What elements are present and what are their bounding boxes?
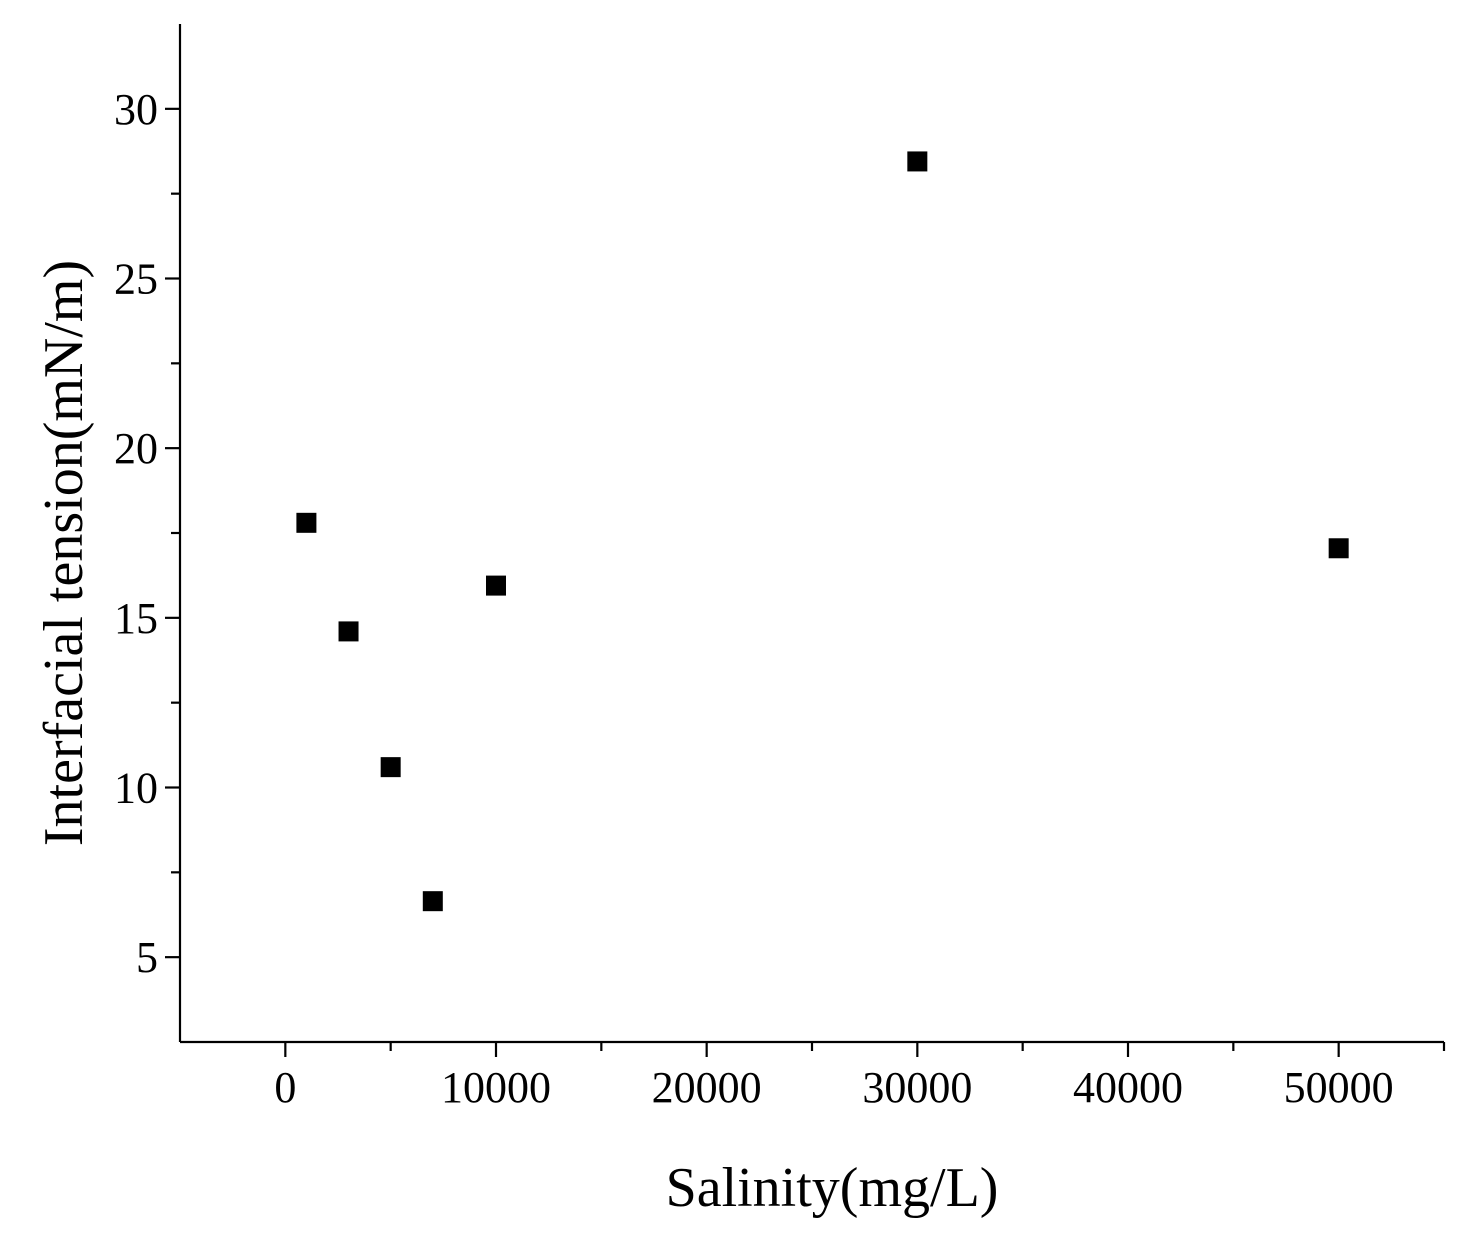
x-tick-label: 40000 [1073,1063,1183,1112]
x-axis-title: Salinity(mg/L) [666,1157,999,1219]
data-point [907,151,928,172]
y-axis-title: Interfacial tension(mN/m) [33,260,95,846]
data-point [1328,538,1349,559]
x-tick-label: 30000 [862,1063,972,1112]
x-tick-label: 50000 [1284,1063,1394,1112]
axes [178,24,1444,1044]
x-axis-ticks: 0 10000 20000 30000 40000 50000 [274,1042,1446,1112]
data-points [296,151,1349,912]
y-tick-label: 30 [114,85,158,134]
y-tick-label: 20 [114,424,158,473]
y-axis-ticks: 5 10 15 20 25 30 [114,85,180,982]
data-point [380,757,401,778]
y-tick-label: 25 [114,255,158,304]
y-tick-label: 10 [114,764,158,813]
data-point [338,621,359,642]
data-point [296,512,317,533]
x-tick-label: 0 [274,1063,296,1112]
data-point [486,575,506,596]
y-tick-label: 15 [114,594,158,643]
y-tick-label: 5 [136,933,158,982]
x-tick-label: 20000 [652,1063,762,1112]
x-tick-label: 10000 [441,1063,551,1112]
data-point [422,891,443,912]
